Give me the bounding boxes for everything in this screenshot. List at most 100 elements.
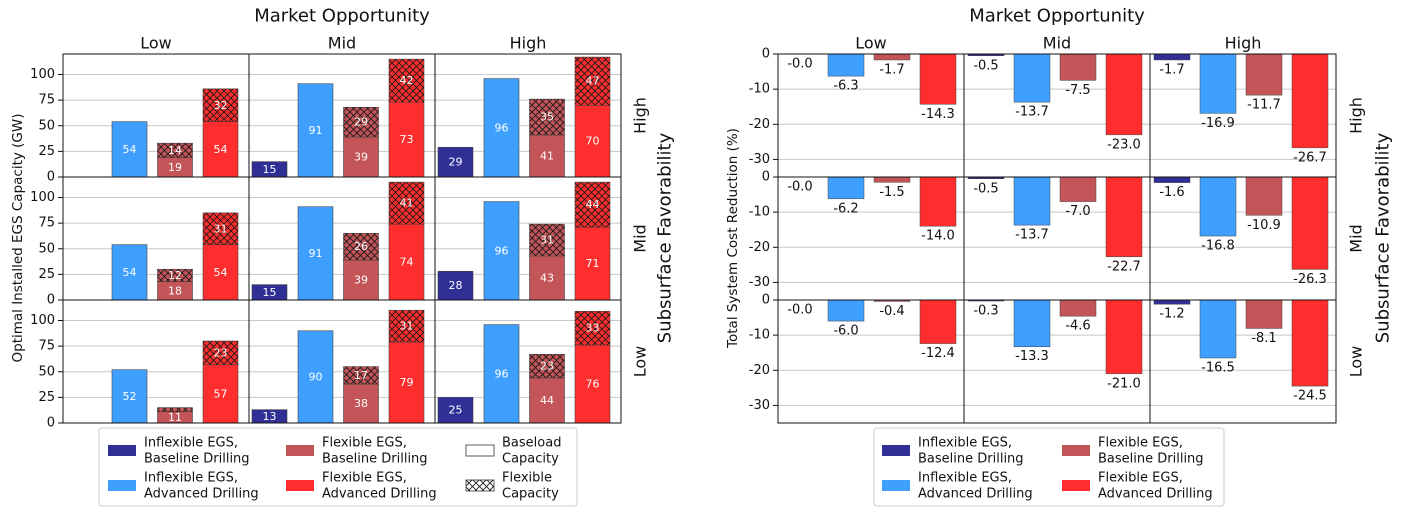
bar — [919, 299, 957, 344]
bar-value-label: -23.0 — [1107, 137, 1141, 152]
bar-value-label: 13 — [263, 410, 277, 423]
bar-value-label: 29 — [449, 156, 463, 169]
bar-baseload — [297, 206, 334, 301]
column-label: High — [510, 34, 547, 53]
bar-baseload — [297, 330, 334, 424]
bar — [919, 176, 957, 227]
bar-value-label: 96 — [495, 121, 509, 134]
bar — [1059, 299, 1097, 317]
bar-value-label: 54 — [214, 143, 228, 156]
y-tick-label: 100 — [30, 313, 55, 328]
row-label: Mid — [631, 224, 650, 252]
cost-legend: Inflexible EGS,Baseline DrillingFlexible… — [873, 427, 1225, 507]
bar-flexible-hatch — [389, 59, 424, 103]
bar-value-label: 91 — [309, 124, 323, 137]
bar-baseload — [574, 226, 611, 301]
bar — [1245, 299, 1283, 329]
right-axis-title: Subsurface Favorability — [1373, 132, 1394, 343]
legend-label: Advanced Drilling — [1098, 487, 1213, 502]
bar — [1013, 299, 1051, 347]
bar-flex-label: 31 — [214, 222, 228, 235]
bar-value-label: 15 — [263, 286, 277, 299]
bar — [1291, 176, 1329, 270]
bar-value-label: 96 — [495, 244, 509, 257]
bar — [1059, 176, 1097, 202]
bar — [1013, 53, 1051, 103]
column-label: Low — [140, 34, 172, 53]
bar-value-label: 79 — [400, 376, 414, 389]
capacity-legend: Inflexible EGS,Baseline DrillingFlexible… — [98, 427, 578, 507]
bar-value-label: -16.5 — [1201, 360, 1235, 375]
capacity-chart: Market Opportunity Low Mid High Optimal Inst… — [10, 6, 676, 431]
bar — [827, 176, 865, 200]
bar — [919, 53, 957, 105]
bar-flex-label: 35 — [540, 111, 554, 124]
panel-frame — [434, 299, 622, 424]
bar — [1059, 53, 1097, 81]
bar-flex-label: 23 — [540, 360, 554, 373]
y-tick-label: 25 — [38, 390, 55, 405]
bar-flex-label: 47 — [586, 75, 600, 88]
bar — [1245, 53, 1283, 96]
bar-value-label: -14.3 — [921, 107, 955, 122]
bar-flex-label: 42 — [400, 74, 414, 87]
legend-label: Flexible EGS, — [322, 436, 407, 451]
legend-swatch — [1062, 445, 1090, 456]
legend-entry: Inflexible EGS,Advanced Drilling — [108, 471, 259, 502]
bar — [873, 176, 911, 183]
bar-flexible-hatch — [343, 233, 379, 261]
legend-label: Baseline Drilling — [322, 452, 428, 467]
y-tick-label: -10 — [749, 205, 770, 220]
bar-value-label: 90 — [309, 370, 323, 383]
bar-flexible-hatch — [203, 88, 238, 122]
bar-flex-label: 33 — [586, 322, 600, 335]
bar-flexible-hatch — [157, 143, 193, 158]
legend-entry: Inflexible EGS,Baseline Drilling — [882, 436, 1024, 467]
bar-value-label: -0.0 — [787, 180, 812, 195]
bar-value-label: -6.3 — [833, 79, 858, 94]
legend-entry: Flexible EGS,Advanced Drilling — [286, 471, 437, 502]
bar-value-label: -13.7 — [1015, 105, 1049, 120]
y-tick-label: 100 — [30, 190, 55, 205]
bar-flex-label: 26 — [354, 240, 368, 253]
bar-value-label: 54 — [214, 266, 228, 279]
bar-value-label: -6.0 — [833, 324, 858, 339]
bar — [1199, 176, 1237, 237]
bar-baseload — [437, 270, 474, 301]
bar-baseload — [343, 259, 379, 301]
bar-value-label: -1.5 — [879, 185, 904, 200]
bar-flex-label: 31 — [540, 234, 554, 247]
y-tick-label: -10 — [749, 328, 770, 343]
bar-value-label: -0.5 — [973, 58, 998, 73]
bar-value-label: -14.0 — [921, 229, 955, 244]
bar — [873, 53, 911, 61]
bar-baseload — [111, 369, 148, 424]
legend-swatch — [882, 480, 910, 491]
y-tick-label: -30 — [749, 275, 770, 290]
bar-baseload — [111, 244, 148, 301]
bar-value-label: -0.5 — [973, 181, 998, 196]
bar-flexible-hatch — [343, 107, 379, 138]
bar — [1105, 53, 1143, 136]
bar — [1153, 299, 1191, 305]
bar-flexible-hatch — [529, 354, 565, 378]
legend-label: Flexible — [502, 471, 552, 486]
y-tick-label: -30 — [749, 152, 770, 167]
bar-value-label: -26.3 — [1293, 272, 1327, 287]
bar-flex-label: 41 — [400, 197, 414, 210]
chart-title: Market Opportunity — [254, 6, 430, 27]
legend-label: Baseline Drilling — [1098, 452, 1204, 467]
bar-flexible-hatch — [529, 99, 565, 135]
column-label: Low — [855, 34, 887, 53]
bar-baseload — [437, 397, 474, 424]
bar-baseload — [388, 341, 425, 424]
y-tick-label: 0 — [47, 170, 55, 185]
bar-value-label: -16.9 — [1201, 116, 1235, 131]
bar-value-label: 11 — [168, 411, 182, 424]
bar-value-label: -0.0 — [787, 303, 812, 318]
legend-label: Capacity — [502, 452, 559, 467]
bar-flexible-hatch — [157, 407, 193, 412]
bar-value-label: 57 — [214, 387, 228, 400]
bar-value-label: 91 — [309, 247, 323, 260]
bar-flexible-hatch — [529, 224, 565, 256]
